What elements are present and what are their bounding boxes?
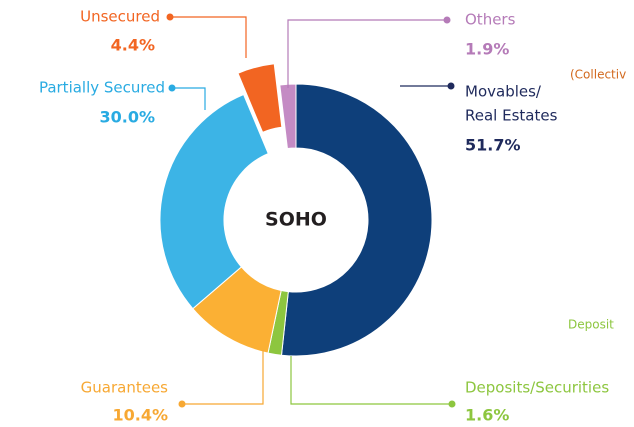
annotation: (Collectiv [570,68,626,82]
leader-dot [448,400,456,408]
leader-line [290,356,452,405]
value-label: 1.6% [465,406,509,425]
slice-label: Deposits/Securities [465,379,609,397]
slice-label: Partially Secured [39,79,165,97]
slice [279,83,297,150]
slice-label: Others [465,11,516,29]
leader-line [287,19,447,88]
value-label: 10.4% [112,406,168,425]
slice-label: Unsecured [80,8,160,26]
slice [159,93,269,310]
slice [280,83,433,357]
annotation: Deposit [568,318,614,332]
leader-dot [168,84,176,92]
value-label: 51.7% [465,136,521,155]
leader-dot [178,400,186,408]
leader-dot [443,16,451,24]
slice [237,63,283,133]
leader-line [170,16,247,58]
slice-label: Movables/ [465,83,542,101]
leader-line [182,350,264,405]
leader-dot [166,13,174,21]
leader-dot [447,82,455,90]
leader-line [172,87,206,110]
value-label: 30.0% [99,108,155,127]
center-label: SOHO [265,209,327,231]
value-label: 4.4% [111,36,155,55]
slice-label: Real Estates [465,107,558,125]
slice-label: Guarantees [81,379,169,397]
value-label: 1.9% [465,40,509,59]
